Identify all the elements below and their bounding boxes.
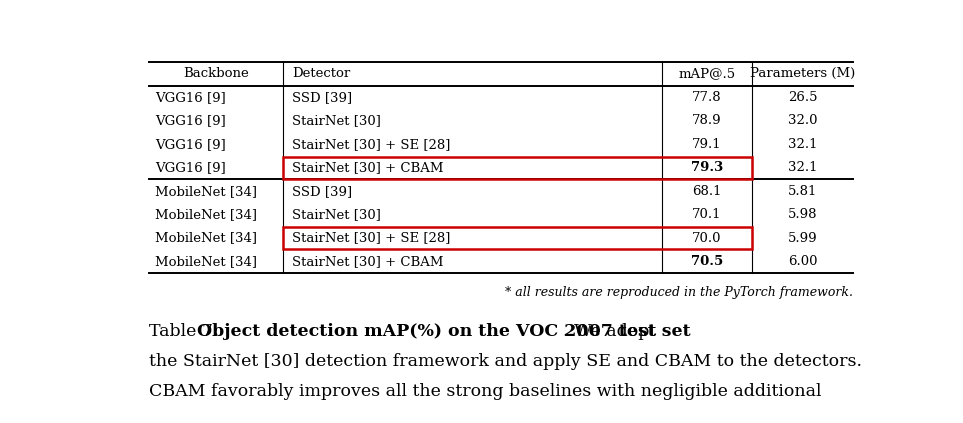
- Text: StairNet [30]: StairNet [30]: [292, 208, 381, 221]
- Text: 68.1: 68.1: [692, 185, 721, 198]
- Text: 6.00: 6.00: [788, 255, 818, 268]
- Text: the StairNet [30] detection framework and apply SE and CBAM to the detectors.: the StairNet [30] detection framework an…: [148, 353, 862, 370]
- Text: 5.81: 5.81: [788, 185, 818, 198]
- Text: VGG16 [9]: VGG16 [9]: [155, 114, 225, 127]
- Text: VGG16 [9]: VGG16 [9]: [155, 91, 225, 104]
- Text: SSD [39]: SSD [39]: [292, 185, 352, 198]
- Text: 5.99: 5.99: [788, 231, 818, 244]
- Text: 70.1: 70.1: [692, 208, 721, 221]
- Text: 32.1: 32.1: [788, 138, 818, 151]
- Text: 79.3: 79.3: [690, 161, 723, 174]
- Bar: [283, 227, 752, 249]
- Text: 5.98: 5.98: [788, 208, 818, 221]
- Text: StairNet [30]: StairNet [30]: [292, 114, 381, 127]
- Text: StairNet [30] + SE [28]: StairNet [30] + SE [28]: [292, 138, 451, 151]
- Text: MobileNet [34]: MobileNet [34]: [155, 208, 257, 221]
- Text: 32.0: 32.0: [788, 114, 818, 127]
- Text: 26.5: 26.5: [788, 91, 818, 104]
- Text: Table 7:: Table 7:: [148, 323, 224, 340]
- Text: Backbone: Backbone: [183, 67, 248, 80]
- Text: Parameters (M): Parameters (M): [750, 67, 855, 80]
- Text: SSD [39]: SSD [39]: [292, 91, 352, 104]
- Text: . We adopt: . We adopt: [563, 323, 656, 340]
- Text: * all results are reproduced in the PyTorch framework.: * all results are reproduced in the PyTo…: [506, 286, 853, 299]
- Text: Detector: Detector: [292, 67, 351, 80]
- Text: mAP@.5: mAP@.5: [678, 67, 736, 80]
- Text: VGG16 [9]: VGG16 [9]: [155, 138, 225, 151]
- Text: StairNet [30] + CBAM: StairNet [30] + CBAM: [292, 255, 444, 268]
- Text: Object detection mAP(%) on the VOC 2007 test set: Object detection mAP(%) on the VOC 2007 …: [197, 323, 690, 340]
- Text: VGG16 [9]: VGG16 [9]: [155, 161, 225, 174]
- Text: CBAM favorably improves all the strong baselines with negligible additional: CBAM favorably improves all the strong b…: [148, 383, 821, 400]
- Text: StairNet [30] + SE [28]: StairNet [30] + SE [28]: [292, 231, 451, 244]
- Text: MobileNet [34]: MobileNet [34]: [155, 231, 257, 244]
- Text: 78.9: 78.9: [692, 114, 722, 127]
- Text: MobileNet [34]: MobileNet [34]: [155, 185, 257, 198]
- Text: StairNet [30] + CBAM: StairNet [30] + CBAM: [292, 161, 444, 174]
- Text: 32.1: 32.1: [788, 161, 818, 174]
- Text: MobileNet [34]: MobileNet [34]: [155, 255, 257, 268]
- Text: 79.1: 79.1: [692, 138, 722, 151]
- Bar: [283, 157, 752, 179]
- Text: 70.5: 70.5: [690, 255, 723, 268]
- Text: 77.8: 77.8: [692, 91, 722, 104]
- Text: 70.0: 70.0: [692, 231, 721, 244]
